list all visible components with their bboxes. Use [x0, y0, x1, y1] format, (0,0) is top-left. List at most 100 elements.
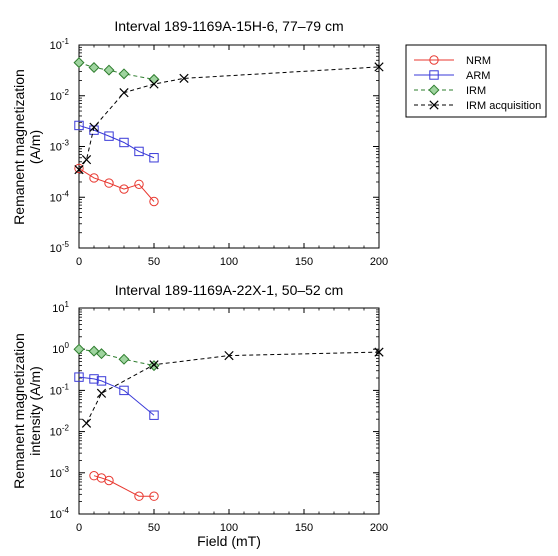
y-tick-exponent: -1	[62, 382, 70, 391]
data-point	[149, 153, 159, 163]
data-point	[148, 73, 160, 85]
data-point	[89, 173, 99, 183]
y-tick-base: 10	[50, 91, 62, 103]
data-point	[224, 350, 234, 361]
x-tick-label: 150	[295, 522, 313, 534]
data-point	[149, 196, 159, 207]
y-tick-label: 100	[52, 341, 69, 356]
x-axis-title: Field (mT)	[197, 533, 261, 549]
data-point	[134, 179, 144, 189]
series-arm	[74, 372, 159, 420]
x-tick-label: 150	[295, 256, 313, 268]
legend-marker	[429, 55, 439, 65]
data-point	[179, 73, 189, 83]
data-point	[134, 146, 144, 157]
y-tick-label: 10-1	[50, 37, 70, 52]
y-tick-base: 10	[50, 142, 62, 154]
data-point	[149, 491, 159, 501]
series-line	[86, 351, 380, 424]
data-point	[119, 88, 129, 98]
plot-frame	[78, 307, 380, 515]
y-tick-exponent: -2	[62, 424, 70, 433]
y-tick-label: 10-3	[50, 465, 70, 480]
series-line	[78, 167, 155, 202]
x-tick-label: 200	[370, 522, 388, 534]
data-point	[74, 163, 84, 174]
y-axis-title: (A/m)	[27, 130, 43, 164]
x-tick-label: 100	[220, 256, 238, 268]
y-tick-exponent: -3	[62, 465, 70, 474]
y-tick-exponent: 1	[65, 300, 70, 309]
data-point	[81, 155, 92, 165]
chart-bottom: Interval 189-1169A-22X-1, 50–52 cm0 50 100…	[11, 282, 388, 549]
y-tick-base: 10	[50, 40, 62, 52]
y-tick-base: 10	[52, 303, 64, 315]
y-axis-title: Remanent magnetization	[11, 333, 27, 489]
chart-title: Interval 189-1169A-15H-6, 77–79 cm	[114, 18, 343, 34]
y-tick-exponent: -4	[62, 189, 70, 198]
y-tick-base: 10	[50, 192, 62, 204]
y-tick-label: 10-2	[50, 424, 70, 439]
y-tick-label: 10-3	[50, 139, 70, 154]
chart-top: Interval 189-1169A-15H-6, 77–79 cm0 50 100…	[11, 18, 388, 268]
data-point	[81, 418, 92, 428]
data-point	[89, 122, 99, 132]
chart-title: Interval 189-1169A-22X-1, 50–52 cm	[115, 282, 344, 298]
y-tick-exponent: 0	[65, 341, 70, 350]
data-point	[104, 178, 114, 188]
y-tick-base: 10	[50, 427, 62, 439]
data-point	[89, 374, 99, 384]
legend-marker	[429, 70, 439, 80]
data-point	[74, 372, 84, 382]
data-point	[103, 64, 115, 76]
y-axis: 10-510-410-310-210-1	[50, 37, 379, 255]
x-tick-label: 50	[148, 256, 160, 268]
legend: NRM ARM IRM IRM acquisition	[405, 44, 547, 118]
legend-label: ARM	[466, 70, 490, 82]
y-tick-exponent: -3	[62, 139, 70, 148]
data-point	[149, 360, 159, 370]
y-axis-title: Remanent magnetization	[11, 69, 27, 225]
data-point	[119, 184, 129, 194]
series-line	[78, 376, 155, 416]
data-point	[88, 345, 100, 357]
series-line	[78, 66, 380, 170]
data-point	[148, 360, 160, 372]
y-tick-label: 10-4	[50, 189, 70, 204]
x-axis: 0 50 100 150 200	[76, 308, 388, 534]
y-tick-label: 10-5	[50, 240, 70, 255]
series-irm-acquisition	[81, 347, 384, 428]
data-point	[119, 137, 129, 148]
legend-marker	[428, 84, 440, 96]
y-tick-base: 10	[50, 243, 62, 255]
y-tick-exponent: -2	[62, 88, 70, 97]
series-nrm	[89, 471, 159, 501]
data-point	[73, 57, 85, 69]
x-tick-label: 50	[148, 522, 160, 534]
y-tick-exponent: -1	[62, 37, 70, 46]
data-point	[149, 79, 159, 89]
y-tick-label: 10-4	[50, 506, 70, 521]
data-point	[134, 491, 144, 501]
y-tick-label: 101	[52, 300, 69, 315]
legend-label: NRM	[466, 55, 491, 67]
x-tick-label: 0	[76, 522, 82, 534]
y-tick-base: 10	[50, 468, 62, 480]
data-point	[95, 348, 108, 360]
legend-label: IRM acquisition	[466, 100, 541, 112]
y-tick-base: 10	[52, 344, 64, 356]
series-line	[78, 62, 155, 80]
data-point	[74, 165, 84, 175]
series-irm	[73, 57, 160, 85]
series-irm-acquisition	[74, 62, 384, 175]
x-tick-label: 100	[220, 522, 238, 534]
data-point	[88, 62, 100, 74]
data-point	[119, 385, 129, 396]
data-point	[89, 125, 99, 135]
series-irm	[73, 343, 160, 372]
y-tick-exponent: -5	[62, 240, 70, 249]
y-tick-exponent: -4	[62, 506, 70, 515]
y-tick-base: 10	[50, 509, 62, 521]
